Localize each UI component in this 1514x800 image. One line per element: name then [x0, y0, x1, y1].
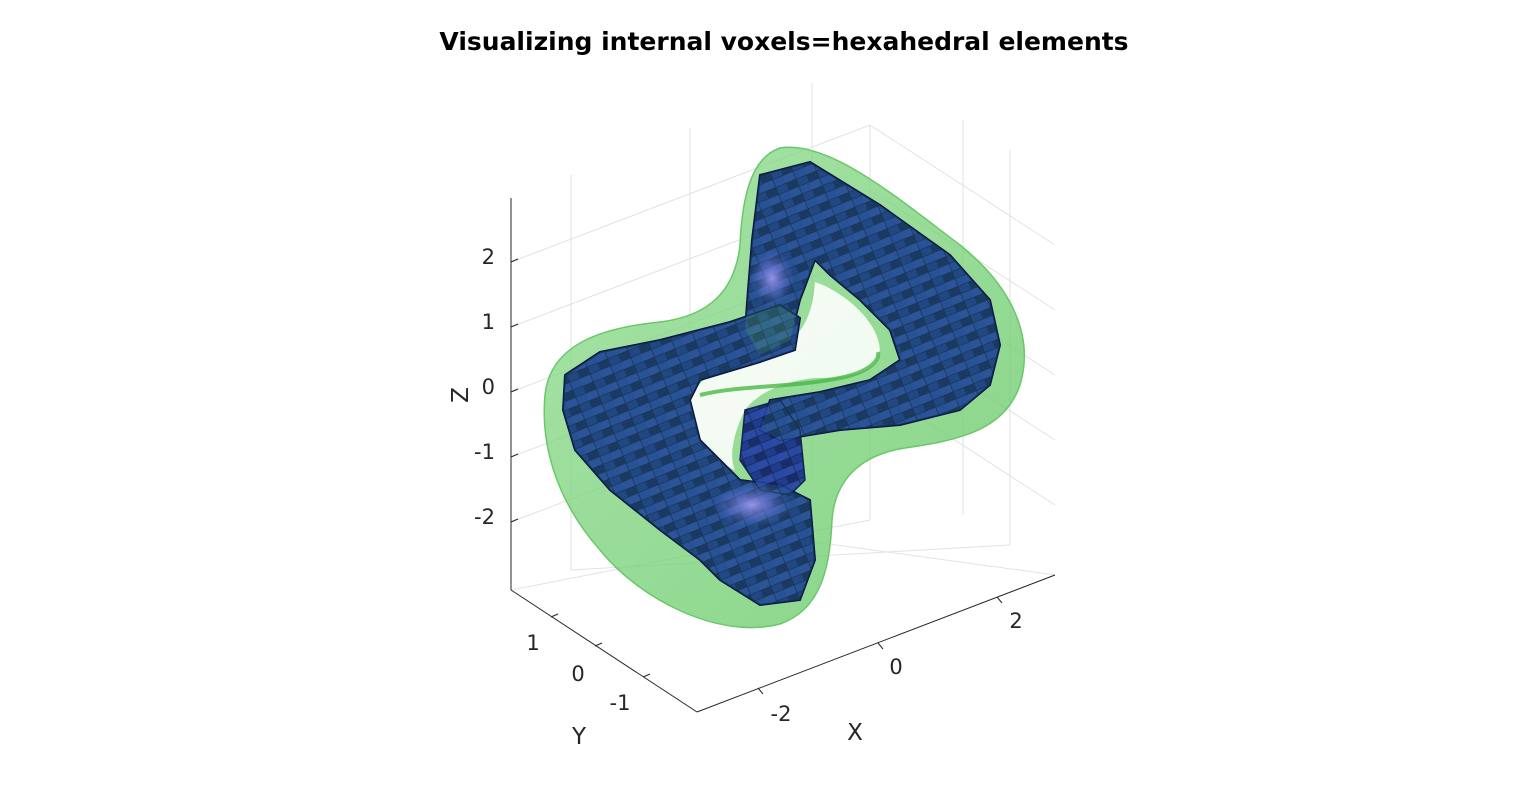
z-axis-label: Z [448, 387, 474, 403]
figure-title: Visualizing internal voxels=hexahedral e… [439, 27, 1128, 56]
y-tick-label: 1 [526, 631, 539, 655]
x-ticks: -2 0 2 [771, 609, 1023, 726]
z-tick-label: -2 [474, 505, 495, 529]
z-tick-label: -1 [474, 440, 495, 464]
x-tick-label: 0 [889, 655, 902, 679]
z-tick-label: 1 [482, 310, 495, 334]
y-tick-label: 0 [571, 662, 584, 686]
voxel-body [561, 160, 1002, 607]
z-tick-label: 0 [482, 375, 495, 399]
x-tick-label: -2 [771, 702, 792, 726]
x-axis-label: X [847, 720, 863, 746]
axis-lines [510, 198, 1056, 713]
y-ticks: 1 0 -1 [526, 631, 630, 715]
x-tick-label: 2 [1009, 609, 1022, 633]
z-ticks: 2 1 0 -1 -2 [474, 245, 495, 529]
y-tick-label: -1 [610, 691, 631, 715]
y-axis-label: Y [571, 724, 587, 750]
z-tick-label: 2 [482, 245, 495, 269]
